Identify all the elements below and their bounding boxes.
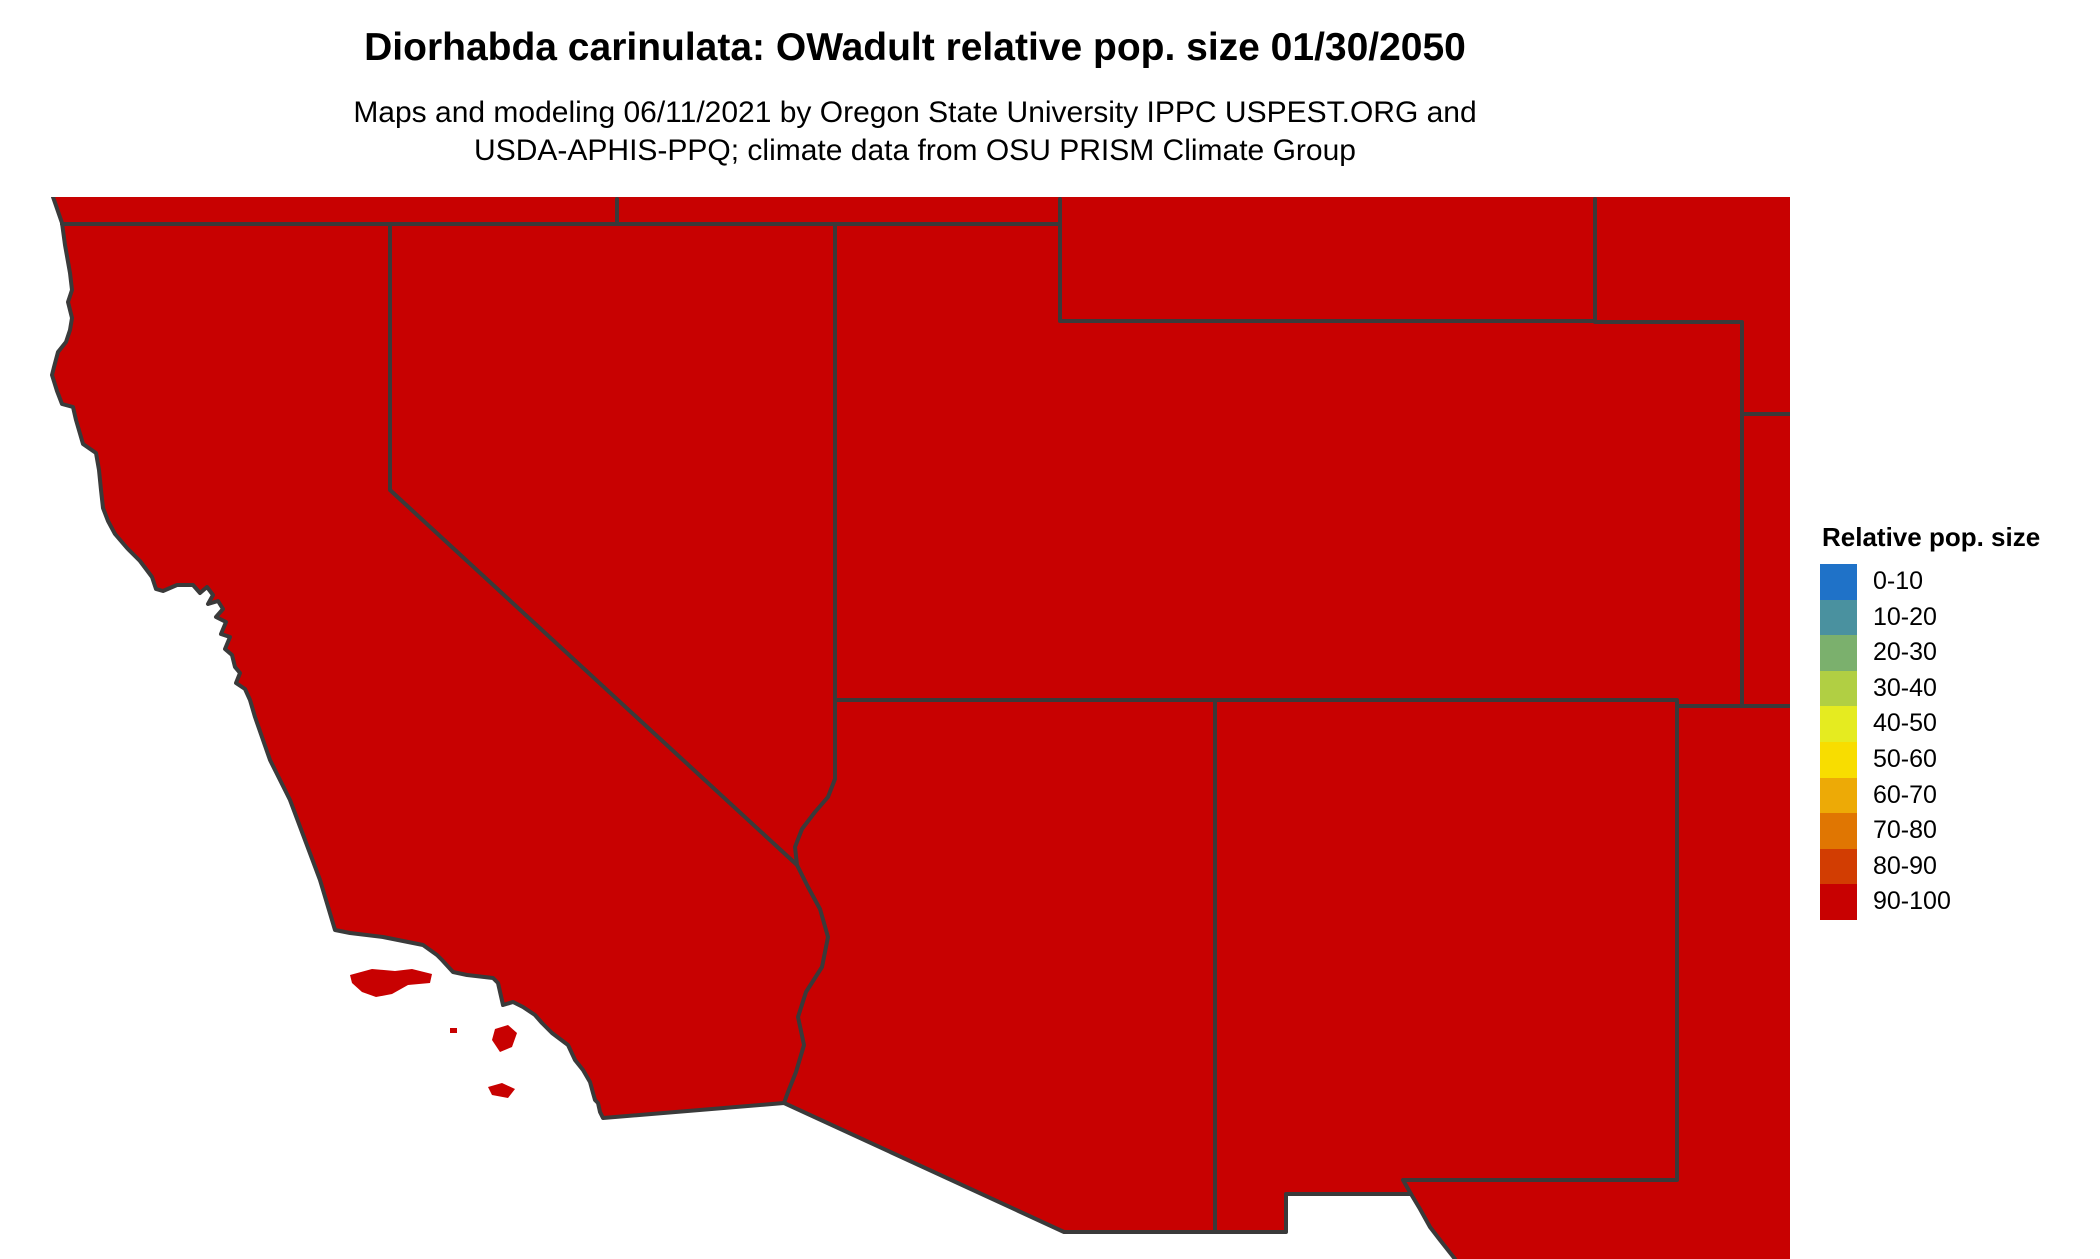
legend-label: 70-80 [1873,816,1937,845]
island-santa-rosa-santa-cruz [350,969,432,997]
legend-label: 60-70 [1873,780,1937,809]
legend-row: 60-70 [1820,777,2090,814]
legend-swatch-50-60 [1820,741,1857,778]
legend-row: 20-30 [1820,635,2090,671]
legend-label: 0-10 [1873,567,1924,595]
legend-row: 80-90 [1820,848,2090,885]
legend-label: 50-60 [1873,744,1937,773]
legend-swatch-40-50 [1820,706,1857,742]
island-san-clemente [488,1083,515,1098]
legend-swatch-10-20 [1820,599,1857,636]
island-santa-catalina [492,1025,517,1052]
legend: Relative pop. size 0-10 10-20 20-30 30-4… [1820,524,2090,920]
state-borders [60,197,1790,1234]
us-southwest-map [40,197,1790,1259]
legend-row: 70-80 [1820,813,2090,849]
legend-rows: 0-10 10-20 20-30 30-40 40-50 50-60 60-70… [1820,564,2090,920]
coastline-and-mexico-border [50,197,1457,1259]
legend-row: 50-60 [1820,741,2090,778]
legend-row: 0-10 [1820,564,2090,600]
legend-row: 90-100 [1820,884,2090,920]
subtitle: Maps and modeling 06/11/2021 by Oregon S… [40,68,1790,170]
legend-row: 40-50 [1820,706,2090,742]
page-title: Diorhabda carinulata: OWadult relative p… [364,26,1466,69]
legend-row: 10-20 [1820,599,2090,636]
subtitle-line-1: Maps and modeling 06/11/2021 by Oregon S… [353,96,1477,129]
legend-label: 80-90 [1873,851,1937,880]
legend-label: 90-100 [1873,887,1951,916]
legend-swatch-60-70 [1820,777,1857,814]
legend-swatch-30-40 [1820,670,1857,707]
legend-swatch-20-30 [1820,635,1857,671]
legend-label: 20-30 [1873,638,1937,667]
legend-label: 30-40 [1873,673,1937,702]
subtitle-line-2: USDA-APHIS-PPQ; climate data from OSU PR… [474,134,1356,167]
legend-label: 10-20 [1873,602,1937,631]
legend-swatch-0-10 [1820,564,1857,600]
legend-swatch-70-80 [1820,813,1857,849]
legend-swatch-80-90 [1820,848,1857,885]
channel-islands [350,969,517,1098]
legend-row: 30-40 [1820,670,2090,707]
legend-title: Relative pop. size [1822,522,2041,552]
legend-label: 40-50 [1873,709,1937,738]
map-svg [50,197,1790,1259]
land-polygon [52,197,1790,1259]
legend-swatch-90-100 [1820,884,1857,920]
island-anacapa [450,1028,457,1033]
figure-header: Diorhabda carinulata: OWadult relative p… [40,0,1790,170]
